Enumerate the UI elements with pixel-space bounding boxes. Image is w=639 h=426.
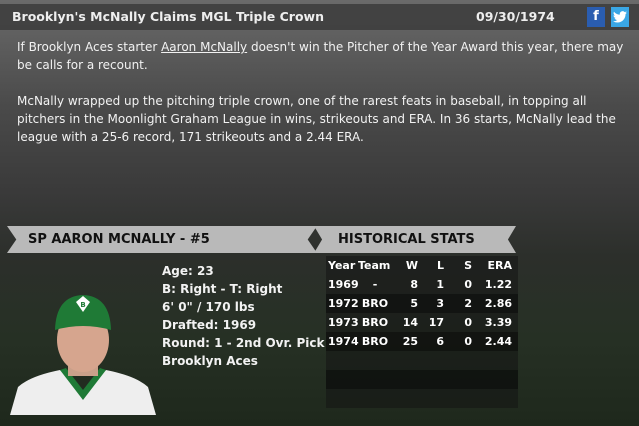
empty-row <box>326 389 518 408</box>
text: doesn't win the Pitcher of the Year Awar… <box>17 40 624 72</box>
player-link[interactable]: Aaron McNally <box>161 40 248 54</box>
twitter-icon[interactable] <box>611 7 629 27</box>
table-cell: - <box>372 278 378 291</box>
drafted: Drafted: 1969 <box>162 318 257 332</box>
facebook-icon[interactable]: f <box>587 7 605 27</box>
table-cell: 1972 <box>328 297 359 310</box>
table-cell: 17 <box>428 316 444 329</box>
table-cell: 0 <box>464 316 472 329</box>
col-l: L <box>436 259 444 272</box>
team: Brooklyn Aces <box>162 354 258 368</box>
table-cell: 1973 <box>328 316 359 329</box>
date: 09/30/1974 <box>476 9 555 24</box>
table-cell: 0 <box>464 278 472 291</box>
empty-row <box>326 351 518 370</box>
col-era: ERA <box>487 259 513 272</box>
draft-round: Round: 1 - 2nd Ovr. Pick <box>162 336 325 350</box>
headline: Brooklyn's McNally Claims MGL Triple Cro… <box>12 9 324 24</box>
stats-banner: HISTORICAL STATS <box>314 226 516 253</box>
bats-throws: B: Right - T: Right <box>162 282 283 296</box>
col-year: Year <box>328 259 356 272</box>
table-cell: 1.22 <box>484 278 512 291</box>
player-bio: Age: 23 B: Right - T: Right 6' 0" / 170 … <box>162 262 324 370</box>
cap-logo: B <box>80 301 85 309</box>
table-cell: 1969 <box>328 278 359 291</box>
table-row: 1974 BRO 25 6 0 2.44 <box>326 332 518 351</box>
table-row: 1969- 8 1 0 1.22 <box>326 275 518 294</box>
player-portrait: B <box>10 295 156 415</box>
table-cell: 14 <box>402 316 418 329</box>
col-s: S <box>464 259 472 272</box>
header-bar: Brooklyn's McNally Claims MGL Triple Cro… <box>0 4 639 30</box>
table-cell: 3 <box>436 297 444 310</box>
table-row: 1973 BRO 14 17 0 3.39 <box>326 313 518 332</box>
table-cell: 2 <box>464 297 472 310</box>
table-cell: BRO <box>361 297 389 310</box>
height-weight: 6' 0" / 170 lbs <box>162 300 255 314</box>
table-cell: 0 <box>464 335 472 348</box>
table-row: 1972 BRO 5 3 2 2.86 <box>326 294 518 313</box>
player-banner: SP AARON MCNALLY - #5 <box>7 226 317 253</box>
stats-table: Year Team W L S ERA 1969-8 1 0 1.22 1972 BRO 5… <box>326 256 518 408</box>
article-body: If Brooklyn Aces starter Aaron McNally d… <box>17 38 627 164</box>
article-paragraph: McNally wrapped up the pitching triple c… <box>17 94 616 144</box>
col-team: Team <box>358 259 391 272</box>
table-cell: 6 <box>436 335 444 348</box>
empty-row <box>326 370 518 389</box>
text: If Brooklyn Aces starter <box>17 40 162 54</box>
table-header: Year Team W L S ERA <box>326 256 518 275</box>
table-cell: 3.39 <box>484 316 512 329</box>
table-cell: 2.86 <box>484 297 512 310</box>
table-cell: BRO <box>361 316 389 329</box>
table-cell: 2.44 <box>484 335 512 348</box>
col-w: W <box>405 259 418 272</box>
table-cell: 5 <box>410 297 418 310</box>
age: Age: 23 <box>162 264 214 278</box>
article-paragraph: If Brooklyn Aces starter Aaron McNally d… <box>17 38 627 74</box>
table-cell: 8 <box>410 278 418 291</box>
table-cell: BRO <box>361 335 389 348</box>
table-cell: 1 <box>436 278 444 291</box>
table-cell: 25 <box>402 335 418 348</box>
table-cell: 1974 <box>328 335 359 348</box>
